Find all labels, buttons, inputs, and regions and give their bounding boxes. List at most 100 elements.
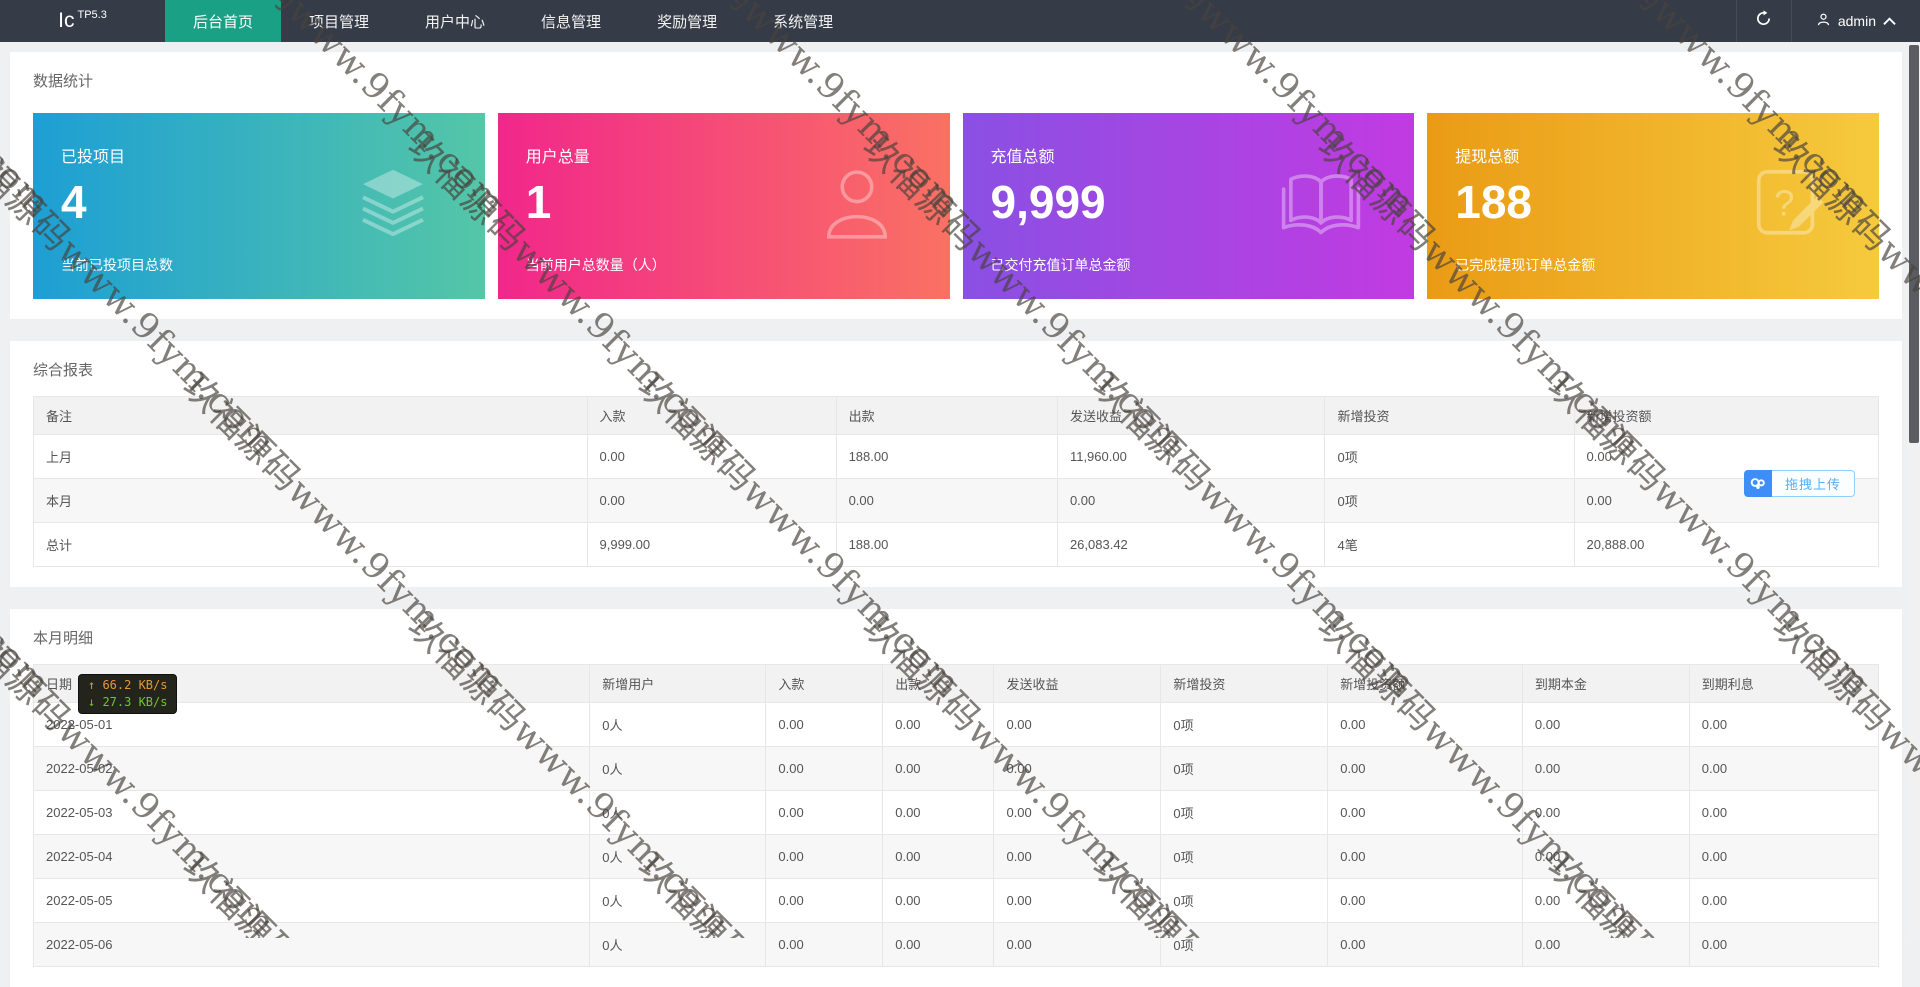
upload-speed: ↑ 66.2 KB/s	[88, 678, 168, 692]
navbar-right: admin	[1735, 0, 1920, 42]
stat-card-3: 提现总额 188 已完成提现订单总金额?	[1427, 113, 1879, 299]
username-label: admin	[1837, 13, 1876, 29]
stat-card-title: 充值总额	[990, 149, 1055, 166]
scrollbar-thumb[interactable]	[1909, 45, 1919, 443]
summary-col-1: 入款	[586, 396, 837, 435]
stat-card-desc: 已完成提现订单总金额	[1455, 257, 1596, 273]
nav-item-5[interactable]: 系统管理	[773, 13, 834, 31]
app-logo[interactable]: Ic TP5.3	[0, 0, 165, 42]
stat-card-value: 4	[61, 176, 87, 228]
nav-item-3[interactable]: 信息管理	[541, 13, 602, 31]
detail-cell: 0.00	[1688, 790, 1880, 835]
detail-cell: 0.00	[1327, 790, 1523, 835]
summary-col-0: 备注	[33, 396, 588, 435]
stat-card-value: 9,999	[990, 176, 1106, 228]
user-icon	[816, 163, 898, 250]
netdisk-logo-icon	[1744, 470, 1772, 497]
doc-question-icon: ?	[1749, 165, 1827, 248]
detail-cell: 0.00	[993, 702, 1162, 747]
detail-cell: 0.00	[1327, 878, 1523, 923]
detail-cell: 0.00	[1688, 702, 1880, 747]
summary-row-1: 本月 0.00 0.00 0.00 0项 0.00	[33, 478, 1880, 523]
detail-cell: 0.00	[1521, 702, 1690, 747]
detail-cell: 0.00	[765, 834, 884, 879]
detail-cell: 0.00	[765, 922, 884, 967]
svg-text:?: ?	[1774, 183, 1794, 224]
stat-card-desc: 当前用户总数量（人）	[525, 257, 666, 273]
summary-section-title: 综合报表	[33, 362, 94, 379]
detail-cell: 0.00	[765, 702, 884, 747]
drag-upload-label: 拖拽上传	[1772, 470, 1856, 497]
scrollbar[interactable]	[1908, 42, 1920, 938]
detail-cell: 0.00	[1327, 702, 1523, 747]
layers-icon	[353, 164, 433, 249]
month-detail-section-title: 本月明细	[33, 630, 94, 647]
stat-card-title: 用户总量	[525, 149, 590, 166]
summary-cell: 0.00	[1056, 478, 1326, 523]
detail-col-4: 发送收益	[993, 664, 1162, 703]
stat-card-desc: 当前已投项目总数	[61, 257, 173, 273]
detail-cell: 0.00	[765, 790, 884, 835]
summary-cell: 188.00	[835, 522, 1058, 567]
stat-card-1: 用户总量 1 当前用户总数量（人）	[497, 113, 950, 299]
nav-item-4[interactable]: 奖励管理	[657, 13, 718, 31]
top-navbar: Ic TP5.3 后台首页 项目管理 用户中心 信息管理 奖励管理 系统管理 admin	[0, 0, 1920, 42]
detail-col-1: 新增用户	[589, 664, 767, 703]
detail-col-3: 出款	[882, 664, 995, 703]
detail-cell: 0.00	[765, 746, 884, 791]
detail-cell: 2022-05-05	[32, 878, 591, 923]
book-icon	[1280, 169, 1362, 244]
stat-card-desc: 已交付充值订单总金额	[990, 257, 1131, 273]
user-menu[interactable]: admin	[1792, 0, 1920, 42]
detail-cell: 0.00	[765, 878, 884, 923]
detail-cell: 0项	[1160, 746, 1329, 791]
summary-header-row: 备注 入款 出款 发送收益 新增投资 新增投资额	[33, 396, 1880, 435]
detail-row-5: 2022-05-06 0人 0.00 0.00 0.00 0项 0.00 0.00 0.00	[32, 922, 1880, 967]
detail-cell: 0.00	[993, 746, 1162, 791]
summary-cell: 0项	[1324, 434, 1575, 479]
refresh-button[interactable]	[1735, 0, 1792, 42]
drag-upload-button[interactable]: 拖拽上传	[1744, 470, 1856, 497]
summary-report-table: 备注 入款 出款 发送收益 新增投资 新增投资额 上月 0.00 188.00 11,960.00…	[33, 396, 1880, 567]
summary-cell: 9,999.00	[586, 522, 837, 567]
detail-cell: 2022-05-06	[32, 922, 591, 967]
user-icon	[1816, 12, 1831, 30]
detail-cell: 0项	[1160, 834, 1329, 879]
detail-cell: 0.00	[1521, 922, 1690, 967]
nav-item-2[interactable]: 用户中心	[425, 13, 486, 31]
detail-cell: 0人	[589, 702, 767, 747]
detail-cell: 2022-05-03	[32, 790, 591, 835]
detail-cell: 0.00	[882, 922, 995, 967]
detail-cell: 0.00	[882, 834, 995, 879]
chevron-up-icon	[1883, 13, 1896, 29]
summary-cell: 4笔	[1324, 522, 1575, 567]
main-menu: 后台首页 项目管理 用户中心 信息管理 奖励管理 系统管理	[165, 0, 861, 42]
detail-row-2: 2022-05-03 0人 0.00 0.00 0.00 0项 0.00 0.00 0.00	[32, 790, 1880, 835]
detail-cell: 0.00	[882, 746, 995, 791]
nav-item-0[interactable]: 后台首页	[165, 0, 282, 42]
nav-item-1[interactable]: 项目管理	[309, 13, 370, 31]
summary-col-5: 新增投资额	[1573, 396, 1880, 435]
summary-cell: 总计	[33, 522, 588, 567]
summary-cell: 26,083.42	[1056, 522, 1326, 567]
detail-cell: 0.00	[882, 878, 995, 923]
stat-card-2: 充值总额 9,999 已交付充值订单总金额	[962, 113, 1415, 299]
detail-cell: 2022-05-04	[32, 834, 591, 879]
summary-cell: 0.00	[586, 478, 837, 523]
detail-cell: 0项	[1160, 702, 1329, 747]
detail-cell: 0.00	[993, 790, 1162, 835]
summary-cell: 11,960.00	[1056, 434, 1326, 479]
detail-cell: 0.00	[1688, 746, 1880, 791]
stat-card-value: 1	[525, 176, 552, 228]
detail-row-3: 2022-05-04 0人 0.00 0.00 0.00 0项 0.00 0.00 0.00	[32, 834, 1880, 879]
detail-cell: 0人	[589, 878, 767, 923]
detail-cell: 0项	[1160, 790, 1329, 835]
refresh-icon	[1755, 10, 1772, 32]
detail-cell: 0.00	[1327, 922, 1523, 967]
detail-cell: 0.00	[993, 922, 1162, 967]
summary-col-4: 新增投资	[1324, 396, 1575, 435]
summary-row-2: 总计 9,999.00 188.00 26,083.42 4笔 20,888.00	[33, 522, 1880, 567]
stat-card-title: 提现总额	[1455, 149, 1520, 166]
stat-cards-row: 已投项目 4 当前已投项目总数 用户总量 1 当前用户总数量（人） 充值总额 9,999 已交付…	[33, 113, 1879, 299]
detail-cell: 2022-05-02	[32, 746, 591, 791]
